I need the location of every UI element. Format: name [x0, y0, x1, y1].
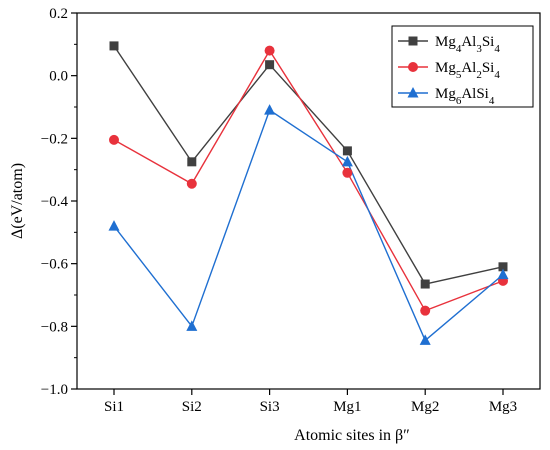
y-tick-label: −0.4: [41, 194, 69, 210]
plot-marks: [108, 41, 509, 345]
y-tick-label: −0.6: [41, 257, 69, 273]
x-tick-label: Si3: [260, 399, 280, 415]
data-point: [419, 334, 431, 345]
data-point: [342, 146, 352, 156]
legend-label: Mg4Al3Si4: [435, 34, 500, 55]
data-point: [109, 134, 119, 145]
data-point: [498, 262, 508, 272]
series-line: [113, 45, 504, 285]
data-point: [186, 178, 197, 189]
y-tick-label: −0.2: [41, 131, 68, 147]
x-axis-title: Atomic sites in β″: [294, 427, 410, 444]
data-point: [264, 45, 275, 56]
data-point: [186, 320, 198, 331]
data-point: [109, 41, 119, 51]
x-tick-label: Mg2: [411, 399, 439, 415]
data-point: [341, 155, 353, 167]
y-axis-title: Δ(eV/atom): [9, 163, 26, 239]
data-point: [187, 157, 197, 167]
data-point: [342, 167, 353, 178]
y-tick-label: 0.0: [49, 69, 68, 85]
x-tick-label: Si1: [104, 399, 124, 415]
data-point: [420, 305, 431, 316]
legend-label: Mg5Al2Si4: [435, 60, 500, 81]
data-point: [264, 104, 276, 115]
legend-marker: [408, 36, 418, 46]
x-tick-label: Mg1: [333, 399, 361, 415]
x-tick-label: Mg3: [489, 399, 517, 415]
data-point: [108, 220, 120, 231]
legend-marker: [408, 62, 418, 72]
x-tick-label: Si2: [182, 399, 202, 415]
legend-label: Mg6AlSi4: [435, 86, 495, 107]
axes: 0.2 0.0 −0.2 −0.4 −0.6 −0.8 −1.0 Si1 Si2 Si3 Mg1 Mg…: [41, 6, 541, 415]
data-point: [265, 60, 275, 70]
y-tick-label: −0.8: [41, 319, 68, 335]
series-line: [113, 109, 504, 342]
data-point: [420, 279, 430, 289]
legend-marker: [407, 87, 419, 98]
legend: Mg4Al3Si4 Mg5Al2Si4 Mg6AlSi4: [391, 25, 534, 108]
data-point: [497, 268, 509, 280]
series-line: [113, 49, 504, 312]
y-tick-label: 0.2: [49, 6, 68, 22]
y-tick-label: −1.0: [41, 382, 68, 398]
